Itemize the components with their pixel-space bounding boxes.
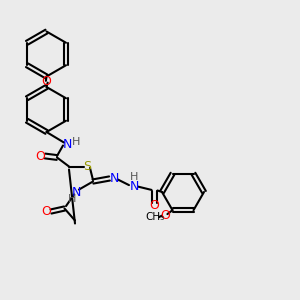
Text: O: O (42, 75, 51, 88)
Text: O: O (36, 149, 45, 163)
Text: N: N (63, 137, 72, 151)
Text: CH₃: CH₃ (146, 212, 165, 222)
Text: S: S (83, 160, 91, 173)
Text: N: N (130, 179, 139, 193)
Text: H: H (72, 136, 81, 147)
Text: O: O (150, 199, 159, 212)
Text: N: N (72, 185, 81, 199)
Text: O: O (160, 209, 170, 222)
Text: H: H (68, 194, 76, 205)
Text: H: H (130, 172, 139, 182)
Text: O: O (42, 205, 51, 218)
Text: N: N (109, 172, 119, 185)
